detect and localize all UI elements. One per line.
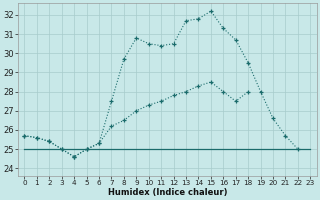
X-axis label: Humidex (Indice chaleur): Humidex (Indice chaleur) bbox=[108, 188, 227, 197]
